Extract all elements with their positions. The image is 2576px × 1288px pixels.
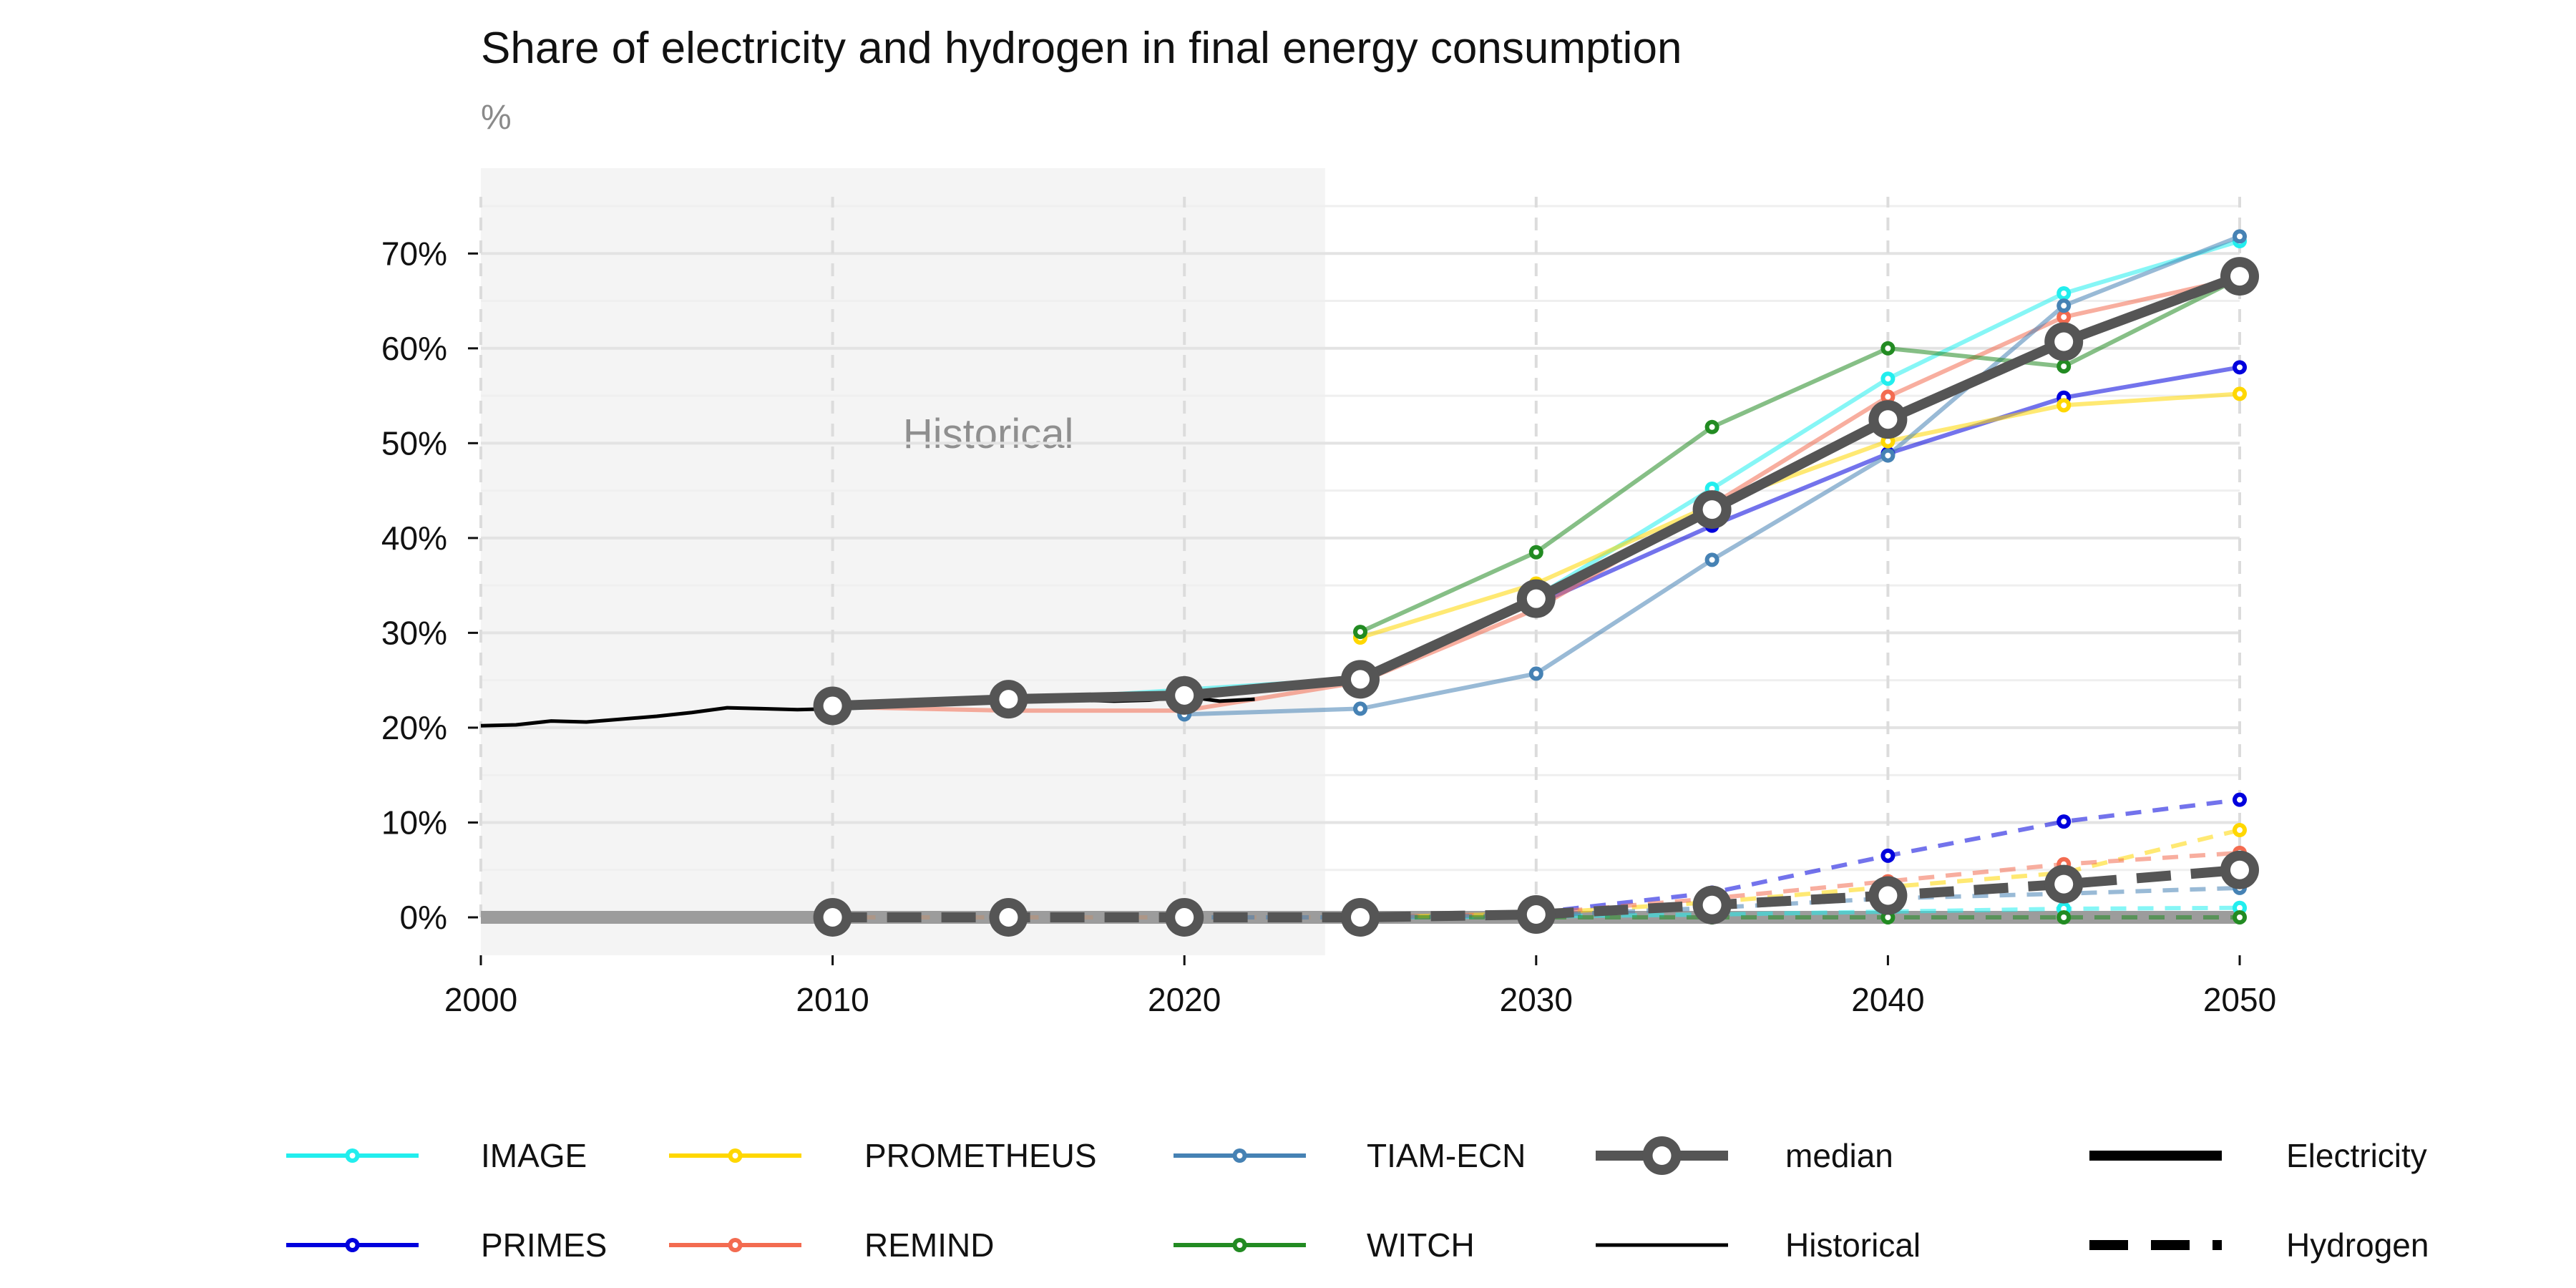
legend-primes-label: PRIMES bbox=[481, 1226, 607, 1264]
series-witch-hydrogen-point-center bbox=[2237, 914, 2243, 920]
series-remind-electricity-point-center bbox=[1885, 394, 1891, 400]
legend-image-marker-center bbox=[349, 1153, 356, 1158]
x-tick-label: 2020 bbox=[1148, 981, 1221, 1018]
series-image-hydrogen-point-center bbox=[2061, 906, 2067, 912]
series-median-hydrogen-point-center bbox=[1175, 907, 1194, 927]
series-prometheus-hydrogen-point-center bbox=[2237, 827, 2243, 834]
y-tick-label: 70% bbox=[381, 235, 447, 272]
series-witch-hydrogen-point-center bbox=[1885, 914, 1891, 920]
series-median-electricity-point-center bbox=[999, 690, 1018, 709]
legend-tiam-ecn-marker-center bbox=[1236, 1153, 1243, 1158]
legend-witch-label: WITCH bbox=[1367, 1226, 1475, 1264]
legend: IMAGE PROMETHEUS TIAM-ECN median PRIMES REMIN… bbox=[286, 1136, 2429, 1264]
series-image-electricity-point-center bbox=[1885, 376, 1891, 382]
chart-title: Share of electricity and hydrogen in fin… bbox=[481, 24, 1682, 73]
y-tick-label: 0% bbox=[400, 899, 447, 936]
y-tick-label: 10% bbox=[381, 804, 447, 841]
series-remind-hydrogen-line bbox=[832, 850, 2240, 919]
x-tick-label: 2030 bbox=[1500, 981, 1573, 1018]
series-witch-electricity-point-center bbox=[1357, 629, 1363, 635]
y-tick-label: 50% bbox=[381, 424, 447, 462]
series-median-electricity-point-center bbox=[2054, 332, 2074, 351]
series-median-electricity-point-center bbox=[1175, 686, 1194, 705]
series-median-hydrogen-point-center bbox=[1878, 886, 1898, 905]
legend-hydrogen-label: Hydrogen bbox=[2286, 1226, 2429, 1264]
series-primes-hydrogen-point-center bbox=[2237, 796, 2243, 803]
legend-historical-label: Historical bbox=[1785, 1226, 1921, 1264]
series-primes-hydrogen-point-center bbox=[1885, 852, 1891, 859]
legend-primes-marker-center bbox=[349, 1242, 356, 1248]
series-median-hydrogen-line bbox=[832, 864, 2240, 922]
y-unit-label: % bbox=[481, 99, 512, 137]
series-primes-electricity-point-center bbox=[2237, 364, 2243, 371]
series-tiam-ecn-electricity-point-center bbox=[1885, 452, 1891, 459]
y-tick-label: 40% bbox=[381, 519, 447, 557]
series-witch-electricity-point-center bbox=[2061, 363, 2067, 369]
legend-median-label: median bbox=[1785, 1137, 1893, 1174]
x-tick-label: 2000 bbox=[444, 981, 517, 1018]
series-prometheus-electricity-point-center bbox=[2237, 391, 2243, 397]
series-remind-electricity-point-center bbox=[2061, 314, 2067, 321]
series-median-hydrogen-point-center bbox=[999, 907, 1018, 927]
series-witch-electricity-point-center bbox=[1709, 424, 1715, 430]
series-witch-electricity-line bbox=[1359, 276, 2241, 634]
plot-area: Historical 0% 10% 20% 30% 40% 50% 60% 70% 2000 201… bbox=[381, 168, 2276, 1018]
series-image-hydrogen-line bbox=[832, 905, 2240, 919]
series-prometheus-electricity-line bbox=[1360, 391, 2240, 640]
series-tiam-ecn-electricity-point-center bbox=[1533, 670, 1539, 677]
series-median-electricity-point-center bbox=[1351, 670, 1370, 689]
legend-tiam-ecn-label: TIAM-ECN bbox=[1367, 1137, 1526, 1174]
series-median-electricity-point-center bbox=[823, 696, 842, 716]
series-tiam-ecn-electricity-point-center bbox=[1357, 706, 1363, 712]
x-tick-label: 2040 bbox=[1851, 981, 1924, 1018]
series-median-electricity-point-center bbox=[1702, 500, 1722, 519]
series-image-hydrogen-point-center bbox=[2237, 904, 2243, 911]
x-tick-label: 2050 bbox=[2203, 981, 2276, 1018]
series-median-hydrogen-point-center bbox=[1351, 907, 1370, 927]
series-tiam-ecn-electricity-line bbox=[1184, 234, 2241, 717]
series-witch-electricity-point-center bbox=[1885, 345, 1891, 351]
legend-electricity-label: Electricity bbox=[2286, 1137, 2427, 1174]
series-median-hydrogen-point-center bbox=[823, 907, 842, 927]
series-median-hydrogen-point-center bbox=[2230, 860, 2249, 879]
series-prometheus-electricity-point-center bbox=[2061, 402, 2067, 409]
y-tick-label: 30% bbox=[381, 614, 447, 651]
series-median-electricity-point-center bbox=[1526, 589, 1546, 608]
series-tiam-ecn-electricity-point-center bbox=[2061, 303, 2067, 309]
y-tick-label: 60% bbox=[381, 330, 447, 367]
series-median-electricity-point-center bbox=[1878, 410, 1898, 429]
series-prometheus-electricity-point-center bbox=[1885, 438, 1891, 444]
series-image-electricity-point-center bbox=[1709, 485, 1715, 492]
legend-image-label: IMAGE bbox=[481, 1137, 587, 1174]
y-tick-label: 20% bbox=[381, 709, 447, 746]
legend-median-marker-center bbox=[1652, 1146, 1672, 1165]
historical-label: Historical bbox=[903, 411, 1074, 457]
legend-remind-marker-center bbox=[732, 1242, 738, 1248]
series-witch-electricity-point-center bbox=[1533, 549, 1539, 555]
series-witch-hydrogen-point-center bbox=[2061, 914, 2067, 920]
historical-shade bbox=[481, 168, 1325, 955]
series-prometheus-hydrogen-line bbox=[1360, 828, 2240, 919]
series-primes-hydrogen-point-center bbox=[2061, 819, 2067, 825]
legend-remind-label: REMIND bbox=[864, 1226, 994, 1264]
series-median-electricity-point-center bbox=[2230, 267, 2249, 286]
series-tiam-ecn-electricity-point-center bbox=[2237, 233, 2243, 240]
legend-prometheus-marker-center bbox=[732, 1153, 738, 1158]
series-median-hydrogen-point-center bbox=[1526, 905, 1546, 924]
x-tick-label: 2010 bbox=[796, 981, 869, 1018]
series-tiam-ecn-electricity-point-center bbox=[1709, 557, 1715, 563]
series-median-hydrogen-point-center bbox=[1702, 895, 1722, 914]
series-image-electricity-point-center bbox=[2061, 290, 2067, 296]
legend-witch-marker-center bbox=[1236, 1242, 1243, 1248]
legend-prometheus-label: PROMETHEUS bbox=[864, 1137, 1097, 1174]
series-median-hydrogen-point-center bbox=[2054, 874, 2074, 894]
